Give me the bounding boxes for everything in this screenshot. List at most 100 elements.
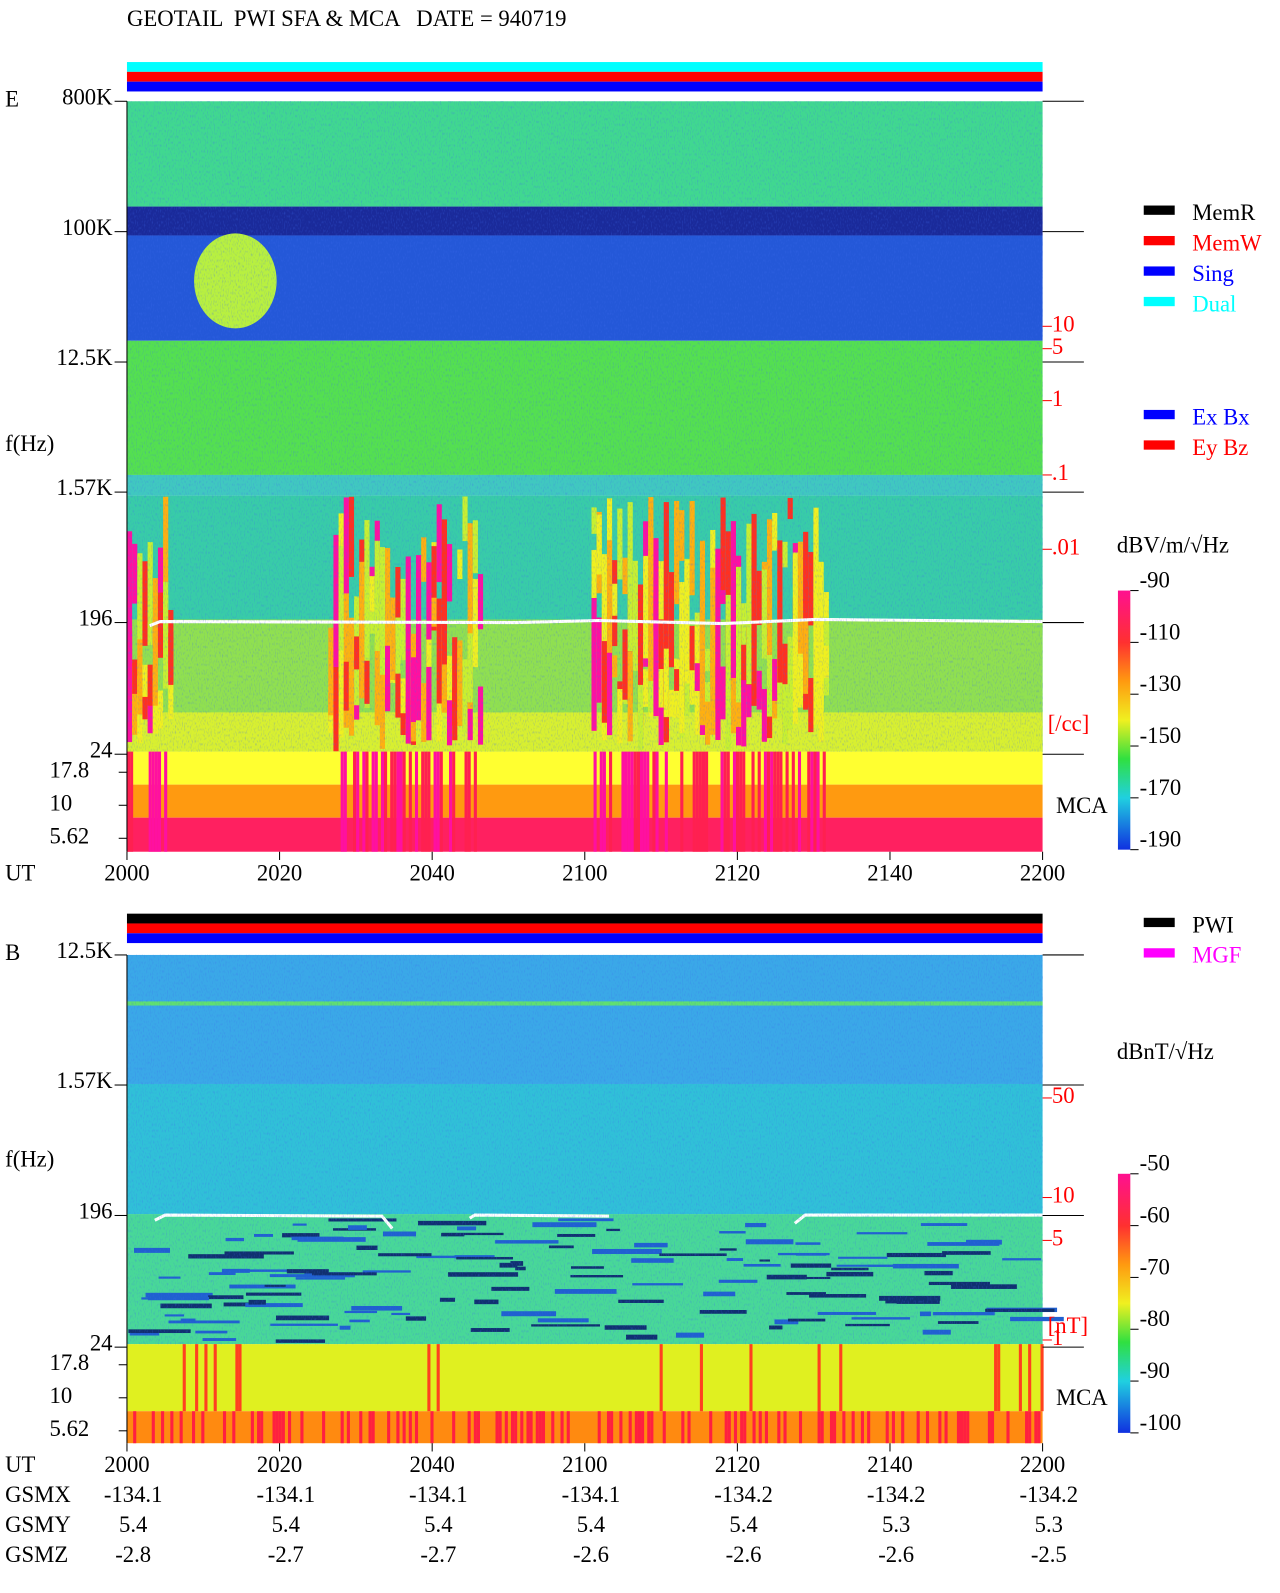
spectrogram-cell	[860, 1411, 864, 1444]
colorbar-tick-label: -170	[1140, 775, 1182, 800]
spectrogram-cell	[340, 1411, 344, 1444]
spectrogram-cell	[619, 1411, 623, 1444]
legend-label: MemW	[1192, 230, 1262, 255]
colorbar	[1117, 590, 1131, 850]
spectrogram-cell	[436, 751, 440, 852]
spectrogram-cell	[130, 751, 134, 852]
spectrogram-cell	[817, 1344, 821, 1412]
legend-swatch	[1143, 205, 1175, 215]
spectrogram-cell	[275, 1411, 279, 1444]
spectrogram-cell	[476, 1411, 480, 1444]
spectrogram-cell	[776, 751, 780, 852]
legend-label: PWI	[1192, 912, 1234, 937]
spectrogram-cell	[963, 1411, 967, 1444]
y2-unit: [nT]	[1048, 1313, 1088, 1338]
position-value: -2.6	[726, 1542, 762, 1567]
spectrogram-cell	[833, 1411, 837, 1444]
spectrogram-cell	[439, 751, 443, 852]
spectrogram-cell	[260, 1411, 264, 1444]
spectrogram-cell	[1028, 1411, 1032, 1444]
legend-swatch	[1143, 266, 1175, 276]
spectrogram-cell	[698, 751, 702, 852]
x-axis-label: UT	[5, 1452, 35, 1477]
spectrogram-cell	[990, 1411, 995, 1444]
spectrogram-cell	[278, 1411, 282, 1444]
position-value: 5.3	[1035, 1512, 1063, 1537]
spectrogram-cell	[749, 1344, 753, 1412]
spectrogram-cell	[560, 1411, 564, 1444]
spectrogram-cell	[151, 1411, 155, 1444]
y-tick-label: 12.5K	[56, 345, 113, 370]
chart-title: GEOTAIL PWI SFA & MCA DATE = 940719	[127, 6, 567, 31]
panel-label: E	[5, 86, 19, 111]
spectrogram-cell	[785, 751, 789, 852]
spectrogram-cell	[637, 1411, 642, 1444]
spectrogram-cell	[371, 751, 375, 852]
spectrogram-cell	[662, 1411, 666, 1444]
position-value: -2.6	[878, 1542, 914, 1567]
spectrogram-cell	[126, 1344, 1043, 1412]
spectrogram-cell	[1040, 1344, 1044, 1412]
spectrogram-cell	[1006, 1411, 1010, 1444]
spectrogram-cell	[504, 1411, 508, 1444]
colorbar-tick-label: -150	[1140, 723, 1182, 748]
spectrogram-cell	[164, 751, 168, 852]
spectrogram-cell	[359, 1411, 363, 1444]
spectrogram-cell	[723, 751, 727, 852]
spectrogram-cell	[650, 1411, 654, 1444]
spectrogram-cell	[705, 751, 709, 852]
spectrogram-cell	[170, 1411, 174, 1444]
mca-label: MCA	[1056, 1385, 1108, 1410]
position-value: -134.2	[867, 1482, 926, 1507]
y-tick-label: 1.57K	[56, 475, 113, 500]
position-value: -2.5	[1031, 1542, 1067, 1567]
spectrogram-cell	[343, 751, 347, 852]
spectrogram-cell	[766, 751, 771, 852]
spectrogram-cell	[365, 751, 369, 852]
spectrogram-cell	[757, 751, 761, 852]
y2-tick-label: 50	[1052, 1083, 1075, 1108]
spectrogram-cell	[742, 751, 746, 852]
spectrogram-cell	[593, 751, 597, 852]
spectrogram-cell	[610, 1411, 614, 1444]
spectrogram-cell	[551, 1411, 555, 1444]
spectrogram-cell	[433, 751, 437, 852]
legend-label: Sing	[1192, 261, 1234, 286]
spectrogram-cell	[925, 1411, 930, 1444]
spectrogram-cell	[368, 1411, 372, 1444]
spectrogram-cell	[300, 1411, 304, 1444]
spectrogram-cell	[687, 1411, 691, 1444]
spectrogram-cell	[1037, 1411, 1041, 1444]
spectrogram-cell	[374, 751, 378, 852]
mca-label: MCA	[1056, 793, 1108, 818]
spectrogram-cell	[777, 1411, 781, 1444]
spectrogram-cell	[238, 1344, 242, 1412]
spectrogram-cell	[752, 1411, 756, 1444]
spectrogram-cell	[783, 1411, 787, 1444]
noise-overlay	[126, 101, 1043, 752]
spectrogram-cell	[664, 751, 668, 852]
spectrogram-cell	[597, 1411, 601, 1444]
x-tick-label: 2120	[715, 1452, 760, 1477]
spectrogram-cell	[250, 1411, 254, 1444]
legend-swatch	[1143, 409, 1175, 420]
y-tick-label: 24	[90, 1330, 113, 1355]
spectrogram-cell	[643, 751, 647, 852]
spectrogram-cell	[764, 1411, 768, 1444]
spectrogram-cell	[464, 751, 468, 852]
y-tick-label: 196	[78, 1199, 112, 1224]
spectrogram-cell	[408, 751, 412, 852]
legend-swatch	[1143, 235, 1175, 246]
y-axis-label: f(Hz)	[5, 1146, 54, 1171]
colorbar-tick-label: -90	[1140, 568, 1170, 593]
position-value: 5.4	[424, 1512, 452, 1537]
spectrogram-cell	[829, 1411, 834, 1444]
legend-swatch	[1143, 440, 1175, 450]
spectrogram-cell	[473, 1411, 477, 1444]
spectrogram-cell	[797, 751, 802, 852]
spectrogram-cell	[743, 1411, 747, 1444]
position-row-label: GSMZ	[5, 1542, 68, 1567]
x-tick-label: 2100	[562, 861, 607, 886]
spectrogram-cell	[467, 751, 471, 852]
